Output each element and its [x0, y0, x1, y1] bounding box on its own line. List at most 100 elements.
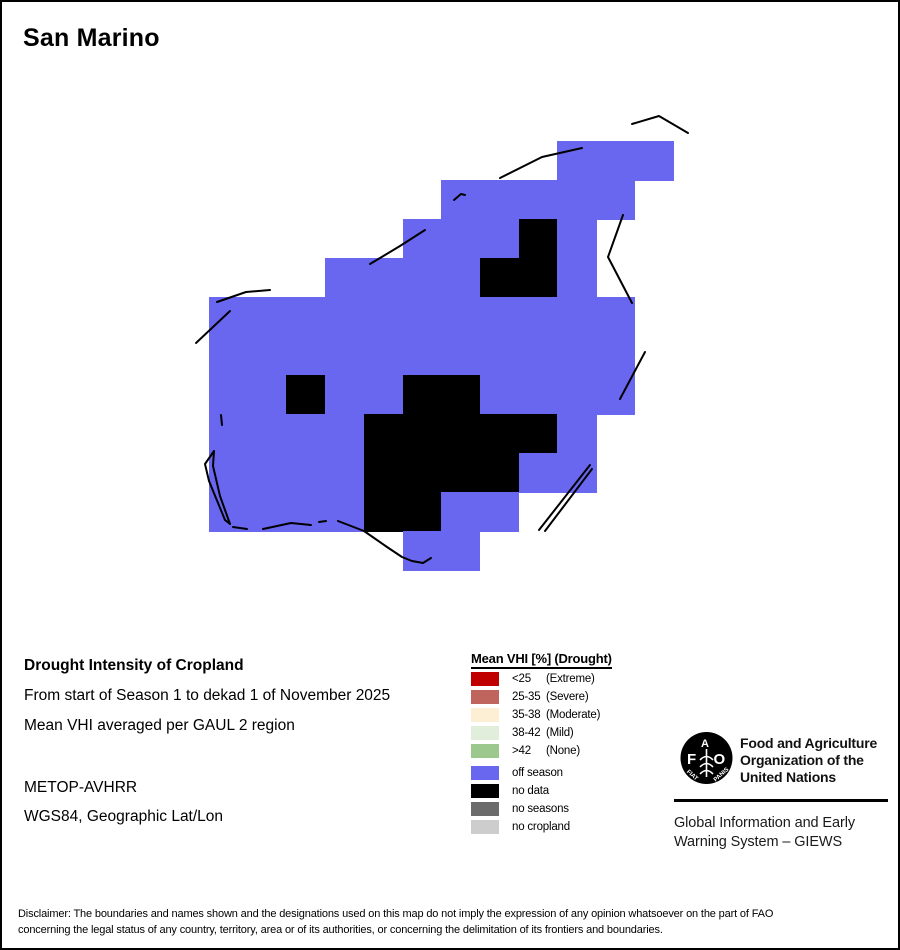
map-cell-off-season [479, 336, 520, 376]
map-cell-off-season [596, 336, 636, 376]
legend-label: 25-35 (Severe) [512, 690, 589, 703]
legend-row: 25-35 (Severe) [471, 690, 600, 704]
map-cell-off-season [325, 375, 365, 415]
map-cell-off-season [479, 375, 520, 415]
map-cell-off-season [441, 336, 481, 376]
map-cell-no-data [518, 414, 558, 454]
map-cell-off-season [557, 141, 597, 181]
legend-row: <25 (Extreme) [471, 672, 600, 686]
map-cell-off-season [286, 414, 326, 454]
legend-label: <25 (Extreme) [512, 672, 595, 685]
projection-text: WGS84, Geographic Lat/Lon [24, 808, 224, 825]
map-cell-off-season [596, 297, 636, 337]
map-cell-off-season [518, 375, 558, 415]
legend-swatch [471, 726, 499, 740]
fao-divider [674, 799, 888, 802]
wheat-ear-icon [699, 749, 714, 777]
legend-label: 35-38 (Moderate) [512, 708, 601, 721]
legend-swatch [471, 708, 499, 722]
fao-logo: F A O FIAT PANIS [680, 732, 733, 784]
map-cell-off-season [479, 492, 520, 532]
legend-row: >42 (None) [471, 744, 600, 758]
legend-row: 35-38 (Moderate) [471, 708, 600, 722]
map-cell-no-data [518, 219, 558, 259]
map-cell-off-season [325, 453, 365, 493]
giews-name: Global Information and Early Warning Sys… [674, 815, 855, 850]
map-cell-off-season [286, 453, 326, 493]
map-cell-off-season [402, 297, 442, 337]
map-cell-off-season [247, 453, 287, 493]
legend-label: >42 (None) [512, 745, 580, 758]
map-cell-off-season [634, 141, 674, 181]
map-cell-off-season [557, 453, 597, 493]
map-cell-off-season [363, 336, 404, 376]
fao-logo-letter-a: A [701, 738, 709, 750]
legend-label: no cropland [512, 821, 570, 834]
map-cell-off-season [209, 492, 249, 532]
map-cell-off-season [247, 375, 287, 415]
map-cell-off-season [209, 453, 249, 493]
map-cell-off-season [557, 336, 597, 376]
map-cell-off-season [247, 297, 287, 337]
map-cell-off-season [325, 414, 365, 454]
map-cell-off-season [557, 180, 597, 220]
map-cell-no-data [402, 375, 442, 415]
fao-logo-letter-f: F [687, 751, 696, 768]
legend-row: no seasons [471, 802, 570, 816]
map-cell-off-season [325, 336, 365, 376]
map-cell-off-season [363, 297, 404, 337]
map-cell-off-season [363, 258, 404, 298]
map-cell-no-data [363, 492, 404, 532]
disclaimer-text: Disclaimer: The boundaries and names sho… [18, 908, 774, 936]
map-cell-off-season [557, 219, 597, 259]
map-cell-off-season [557, 414, 597, 454]
map-cell-off-season [441, 492, 481, 532]
map-cell-off-season [441, 531, 481, 571]
legend-drought-classes: <25 (Extreme) 25-35 (Severe) 35-38 (Moderate)… [471, 672, 600, 762]
map-cell-off-season [518, 180, 558, 220]
legend-swatch [471, 820, 499, 834]
map-cell-no-data [479, 258, 520, 298]
map-cell-off-season [209, 414, 249, 454]
map-cell-off-season [518, 297, 558, 337]
page-title: San Marino [23, 24, 160, 52]
map-cell-off-season [441, 258, 481, 298]
legend-row: no cropland [471, 820, 570, 834]
fao-logo-letter-o: O [714, 751, 726, 768]
map-cell-off-season [441, 180, 481, 220]
map-cell-off-season [596, 375, 636, 415]
map-cell-off-season [363, 375, 404, 415]
legend-label: off season [512, 766, 563, 779]
map-cell-off-season [325, 258, 365, 298]
legend-swatch [471, 744, 499, 758]
legend-label: no data [512, 784, 549, 797]
map-cell-off-season [402, 258, 442, 298]
map-cell-off-season [402, 531, 442, 571]
map-cell-off-season [286, 336, 326, 376]
map-cell-no-data [402, 414, 442, 454]
map-cell-no-data [479, 453, 520, 493]
map-cell-off-season [557, 258, 597, 298]
map-cell-off-season [286, 492, 326, 532]
map-cell-off-season [325, 297, 365, 337]
map-cell-off-season [325, 492, 365, 532]
map-cell-off-season [479, 180, 520, 220]
map-cell-off-season [518, 453, 558, 493]
legend-label: 38-42 (Mild) [512, 727, 574, 740]
map-cell-off-season [557, 375, 597, 415]
map-cell-off-season [247, 336, 287, 376]
map-cell-off-season [596, 180, 636, 220]
legend-label: no seasons [512, 802, 569, 815]
map-cell-no-data [441, 375, 481, 415]
map-cell-no-data [363, 453, 404, 493]
map-cell-off-season [557, 297, 597, 337]
map-cell-no-data [518, 258, 558, 298]
legend-row: off season [471, 766, 570, 780]
map-cell-no-data [363, 414, 404, 454]
legend-title: Mean VHI [%] (Drought) [471, 651, 612, 669]
period-text: From start of Season 1 to dekad 1 of Nov… [24, 687, 391, 704]
legend-row: 38-42 (Mild) [471, 726, 600, 740]
map-cell-off-season [441, 219, 481, 259]
